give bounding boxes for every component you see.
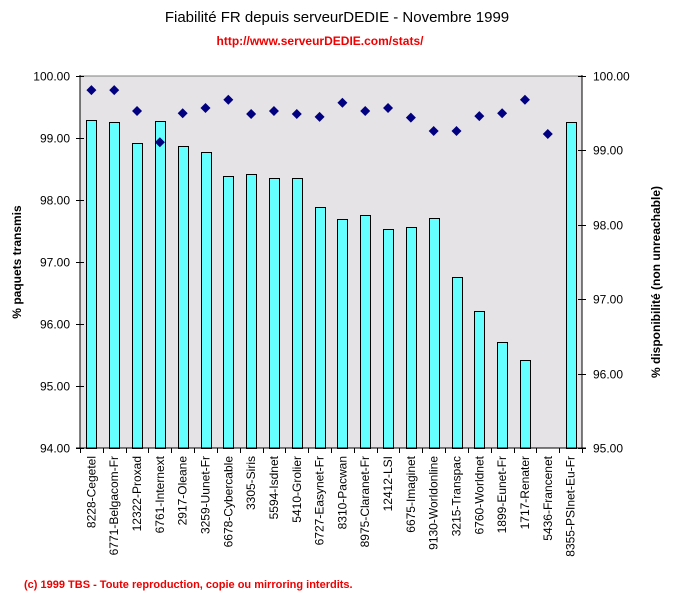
bar-3215-transpac [452,277,463,449]
bar-1717-renater [520,360,531,449]
bar-8310-pacwan [337,219,348,449]
marker-5410-grolier [291,108,302,119]
bar-1899-eunet-fr [497,342,508,449]
left-tick-label: 97.00 [40,256,70,270]
bar-8975-claranet-fr [360,215,371,449]
category-label: 6761-Internext [153,455,167,533]
right-axis-title: % disponibilité (non unreachable) [649,186,663,378]
category-label: 1717-Renater [518,456,532,529]
marker-6678-cybercable [223,94,234,105]
bar-8355-psinet-eu-fr [566,122,577,449]
category-label: 5410-Grolier [290,456,304,523]
category-label: 6760-Worldnet [472,455,486,534]
bar-6675-imaginet [406,227,417,449]
marker-8310-pacwan [337,97,348,108]
category-label: 5436-Francenet [541,455,555,540]
chart-title: Fiabilité FR depuis serveurDEDIE - Novem… [164,9,510,26]
right-tick-label: 97.00 [593,293,623,307]
right-tick-label: 95.00 [593,442,623,456]
bar-9130-worldonline [429,218,440,449]
category-label: 3259-Uunet-Fr [199,456,213,534]
chart-subtitle-url[interactable]: http://www.serveurDEDIE.com/stats/ [216,34,424,48]
category-label: 6678-Cybercable [221,456,235,548]
marker-3259-uunet-fr [200,102,211,113]
category-label: 12322-Proxad [130,456,144,531]
category-label: 1899-Eunet-Fr [495,456,509,533]
bar-5410-grolier [292,178,303,449]
category-label: 8355-PSInet-Eu-Fr [564,456,578,557]
marker-1717-renater [519,94,530,105]
category-label: 8228-Cegetel [84,456,98,528]
category-label: 8975-Claranet-Fr [358,456,372,547]
marker-1899-eunet-fr [497,108,508,119]
bar-6727-easynet-fr [315,207,326,449]
bar-12412-lsi [383,229,394,449]
marker-5594-isdnet [268,105,279,116]
bar-6771-belgacom-fr [109,122,120,449]
left-tick-label: 96.00 [40,318,70,332]
category-label: 6771-Belgacom-Fr [107,456,121,555]
bar-5594-isdnet [269,178,280,449]
category-label: 12412-LSI [381,456,395,511]
copyright-footer: (c) 1999 TBS - Toute reproduction, copie… [24,579,353,591]
marker-2917-oleane [177,108,188,119]
right-tick-label: 96.00 [593,368,623,382]
bar-3305-siris [246,174,257,449]
marker-6727-easynet-fr [314,111,325,122]
category-label: 8310-Pacwan [335,456,349,529]
marker-3305-siris [246,108,257,119]
marker-6675-imaginet [405,112,416,123]
bar-6761-internext [155,121,166,449]
marker-6771-belgacom-fr [109,85,120,96]
bar-6760-worldnet [474,311,485,449]
category-label: 3305-Siris [244,456,258,510]
left-axis-ticks: 94.00 95.00 96.00 97.00 98.00 99.00 100.00 [33,70,84,456]
right-tick-label: 99.00 [593,144,623,158]
bar-3259-uunet-fr [201,152,212,449]
left-tick-label: 98.00 [40,194,70,208]
category-label: 5594-Isdnet [267,455,281,519]
right-axis-ticks: 95.00 96.00 97.00 98.00 99.00 100.00 [578,70,630,456]
left-tick-label: 94.00 [40,442,70,456]
right-tick-label: 98.00 [593,219,623,233]
bar-2917-oleane [178,146,189,449]
bar-8228-cegetel [86,120,97,449]
marker-12412-lsi [383,102,394,113]
marker-6761-internext [154,137,165,148]
marker-9130-worldonline [428,126,439,137]
bar-6678-cybercable [223,176,234,449]
marker-series [86,85,553,148]
left-tick-label: 100.00 [33,70,70,84]
bar-12322-proxad [132,143,143,449]
marker-8228-cegetel [86,85,97,96]
category-labels: 8228-Cegetel 6771-Belgacom-Fr 12322-Proxad… [84,455,577,556]
category-label: 6727-Easynet-Fr [313,456,327,545]
marker-12322-proxad [132,105,143,116]
marker-6760-worldnet [474,111,485,122]
category-label: 6675-Imaginet [404,455,418,532]
left-tick-label: 99.00 [40,132,70,146]
left-axis-title: % paquets transmis [10,205,24,319]
marker-5436-francenet [542,129,553,140]
category-label: 2917-Oleane [176,456,190,526]
right-tick-label: 100.00 [593,70,630,84]
marker-8975-claranet-fr [360,105,371,116]
category-label: 3215-Transpac [450,456,464,536]
category-label: 9130-Worldonline [427,456,441,550]
marker-3215-transpac [451,126,462,137]
left-tick-label: 95.00 [40,380,70,394]
